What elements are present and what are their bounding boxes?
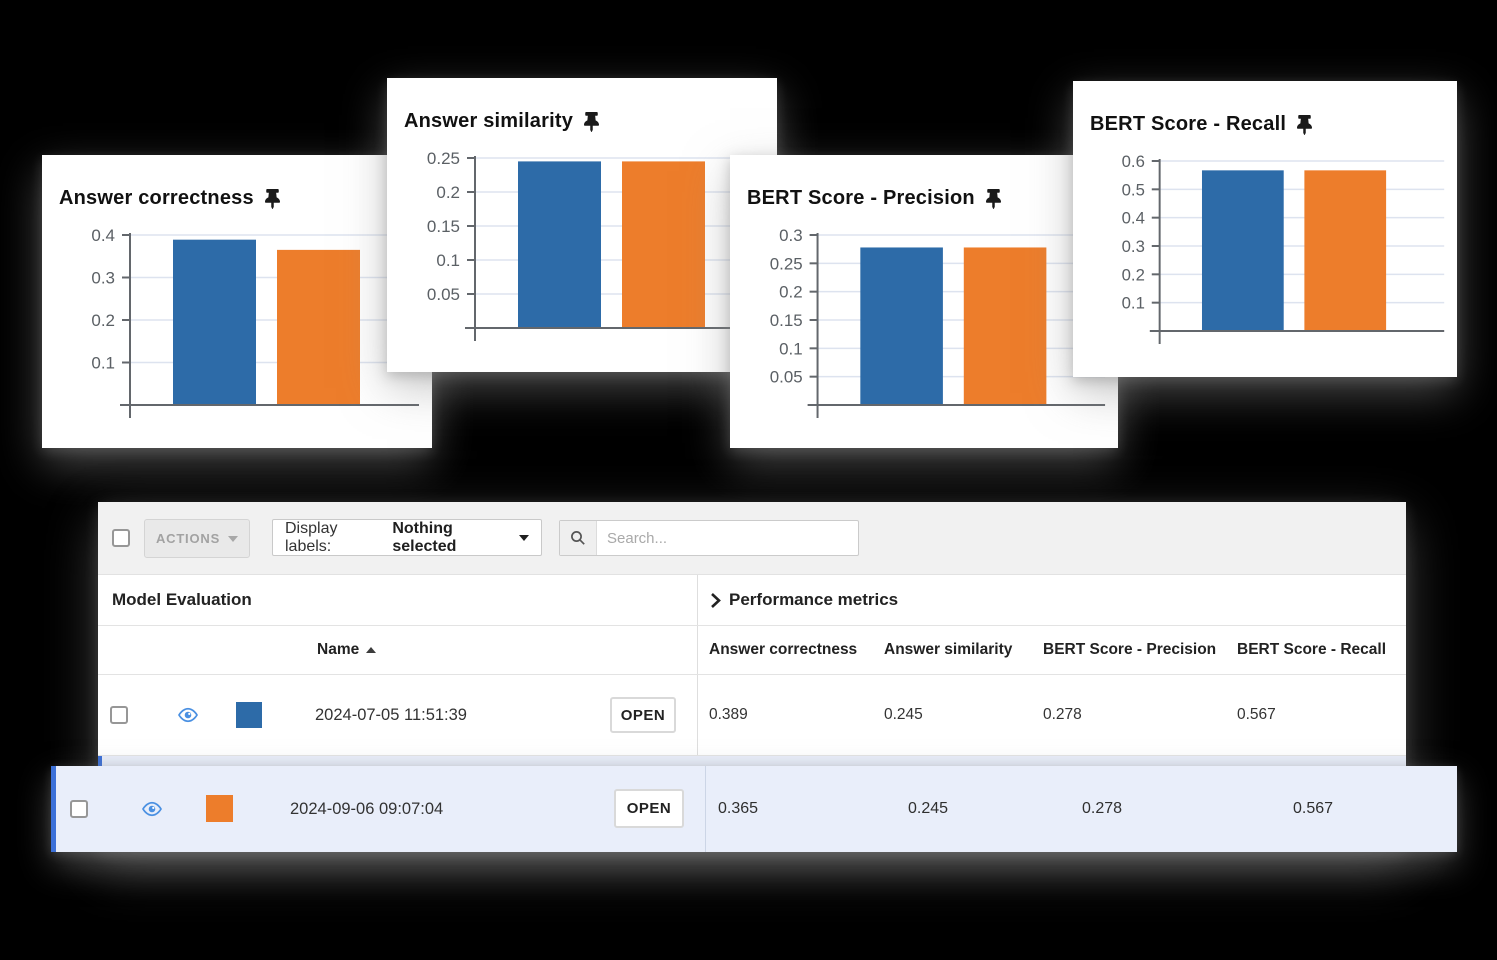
search-input[interactable] (597, 521, 858, 555)
column-header-row: Name Answer correctness Answer similarit… (98, 626, 1406, 675)
svg-text:0.2: 0.2 (91, 311, 115, 330)
chart-header: Answer similarity (404, 110, 600, 133)
chart-card-bert-precision: 0.05 0.1 0.15 0.2 0.25 0.3 BERT Score - Preci… (730, 155, 1118, 448)
table-toolbar: ACTIONS Display labels: Nothing selected (98, 502, 1406, 575)
table-row-selected[interactable]: 2024-09-06 09:07:04 OPEN 0.365 0.245 0.2… (51, 766, 1457, 852)
column-header-metrics: Answer correctness Answer similarity BER… (698, 626, 1406, 674)
chart-card-answer-similarity: 0.05 0.1 0.15 0.2 0.25 Answer similarity (387, 78, 777, 372)
metric-value-bert-precision: 0.278 (1082, 800, 1123, 817)
svg-text:0.4: 0.4 (91, 226, 115, 245)
row-left-section: 2024-09-06 09:07:04 OPEN (56, 766, 706, 852)
svg-text:0.05: 0.05 (770, 368, 803, 387)
pin-icon[interactable] (264, 188, 280, 209)
row-checkbox[interactable] (110, 706, 128, 724)
row-metric-values: 0.365 0.245 0.278 0.567 (706, 766, 1457, 852)
bar-chart-answer-correctness: 0.1 0.2 0.3 0.4 (91, 226, 419, 418)
chevron-down-icon (228, 535, 239, 542)
actions-label: ACTIONS (155, 531, 221, 546)
chart-title: BERT Score - Recall (1090, 113, 1287, 135)
svg-text:0.1: 0.1 (436, 251, 460, 270)
svg-text:0.1: 0.1 (1122, 294, 1145, 313)
svg-text:0.3: 0.3 (779, 226, 802, 245)
select-all-checkbox[interactable] (112, 529, 130, 547)
svg-text:0.5: 0.5 (1122, 180, 1145, 199)
chart-card-bert-recall: 0.1 0.2 0.3 0.4 0.5 0.6 BERT Score - Recall (1073, 81, 1457, 377)
svg-text:0.15: 0.15 (427, 217, 460, 236)
series-color-swatch (206, 795, 233, 822)
column-header-bert-precision[interactable]: BERT Score - Precision (1043, 641, 1217, 658)
metric-value-answer-similarity: 0.245 (884, 706, 923, 723)
bar-chart-answer-similarity: 0.05 0.1 0.15 0.2 0.25 (427, 149, 764, 341)
display-labels-value: Nothing selected (392, 519, 457, 555)
eye-icon[interactable] (141, 801, 163, 822)
svg-text:0.3: 0.3 (91, 269, 115, 288)
display-labels-dropdown[interactable]: Display labels: Nothing selected (272, 519, 542, 556)
open-button[interactable]: OPEN (610, 697, 676, 733)
bar-chart-bert-precision: 0.05 0.1 0.15 0.2 0.25 0.3 (770, 226, 1106, 418)
svg-text:0.1: 0.1 (91, 354, 115, 373)
eye-icon[interactable] (177, 707, 199, 728)
pin-icon[interactable] (584, 111, 600, 132)
chart-title: BERT Score - Precision (747, 187, 975, 209)
chart-title: Answer correctness (59, 187, 254, 209)
actions-button[interactable]: ACTIONS (144, 519, 250, 558)
chevron-right-icon[interactable] (710, 592, 721, 609)
series-color-swatch (236, 702, 262, 728)
pin-icon[interactable] (985, 188, 1001, 209)
search-icon[interactable] (560, 521, 597, 555)
column-header-answer-similarity[interactable]: Answer similarity (884, 641, 1013, 658)
svg-text:0.2: 0.2 (1122, 265, 1145, 284)
pin-icon[interactable] (1297, 114, 1313, 135)
svg-text:0.1: 0.1 (779, 339, 802, 358)
metric-value-answer-similarity: 0.245 (908, 800, 949, 817)
svg-text:0.05: 0.05 (427, 285, 460, 304)
svg-text:0.2: 0.2 (436, 183, 460, 202)
svg-text:0.25: 0.25 (427, 149, 460, 168)
metric-value-bert-recall: 0.567 (1293, 800, 1334, 817)
chart-title: Answer similarity (404, 110, 574, 132)
run-name: 2024-07-05 11:51:39 (315, 705, 467, 724)
group-header-label: Model Evaluation (112, 590, 252, 609)
metric-value-bert-recall: 0.567 (1237, 706, 1276, 723)
sort-ascending-icon (366, 647, 377, 653)
table-row[interactable]: 2024-07-05 11:51:39 OPEN 0.389 0.245 0.2… (98, 675, 1406, 756)
open-button[interactable]: OPEN (614, 789, 684, 828)
name-column-label: Name (317, 641, 360, 658)
metric-value-answer-correctness: 0.365 (718, 800, 759, 817)
metric-value-answer-correctness: 0.389 (709, 706, 748, 723)
row-left-section: 2024-07-05 11:51:39 OPEN (98, 675, 698, 755)
svg-text:0.6: 0.6 (1122, 152, 1145, 171)
svg-text:0.2: 0.2 (779, 283, 802, 302)
group-header-performance-metrics: Performance metrics (698, 575, 1406, 625)
row-checkbox[interactable] (70, 800, 88, 818)
column-header-answer-correctness[interactable]: Answer correctness (709, 641, 858, 658)
metric-value-bert-precision: 0.278 (1043, 706, 1082, 723)
group-header-row: Model Evaluation Performance metrics (98, 575, 1406, 626)
svg-text:0.25: 0.25 (770, 254, 803, 273)
column-header-bert-recall[interactable]: BERT Score - Recall (1237, 641, 1387, 658)
display-labels-prefix: Display labels: (285, 519, 338, 555)
chart-header: BERT Score - Recall (1090, 113, 1313, 136)
run-name: 2024-09-06 09:07:04 (290, 799, 444, 818)
group-header-label: Performance metrics (729, 590, 899, 609)
chart-header: BERT Score - Precision (747, 187, 1001, 210)
row-metric-values: 0.389 0.245 0.278 0.567 (698, 675, 1406, 755)
svg-text:0.15: 0.15 (770, 311, 803, 330)
column-header-left: Name (98, 626, 698, 674)
group-header-model-evaluation: Model Evaluation (98, 575, 698, 625)
chevron-down-icon (519, 534, 529, 541)
bar-chart-bert-recall: 0.1 0.2 0.3 0.4 0.5 0.6 (1122, 152, 1445, 344)
column-header-name[interactable]: Name (317, 626, 377, 674)
chart-card-answer-correctness: 0.1 0.2 0.3 0.4 Answer correctness (42, 155, 432, 448)
search-box (559, 520, 859, 556)
svg-text:0.3: 0.3 (1122, 237, 1145, 256)
chart-header: Answer correctness (59, 187, 280, 210)
svg-text:0.4: 0.4 (1122, 209, 1145, 228)
